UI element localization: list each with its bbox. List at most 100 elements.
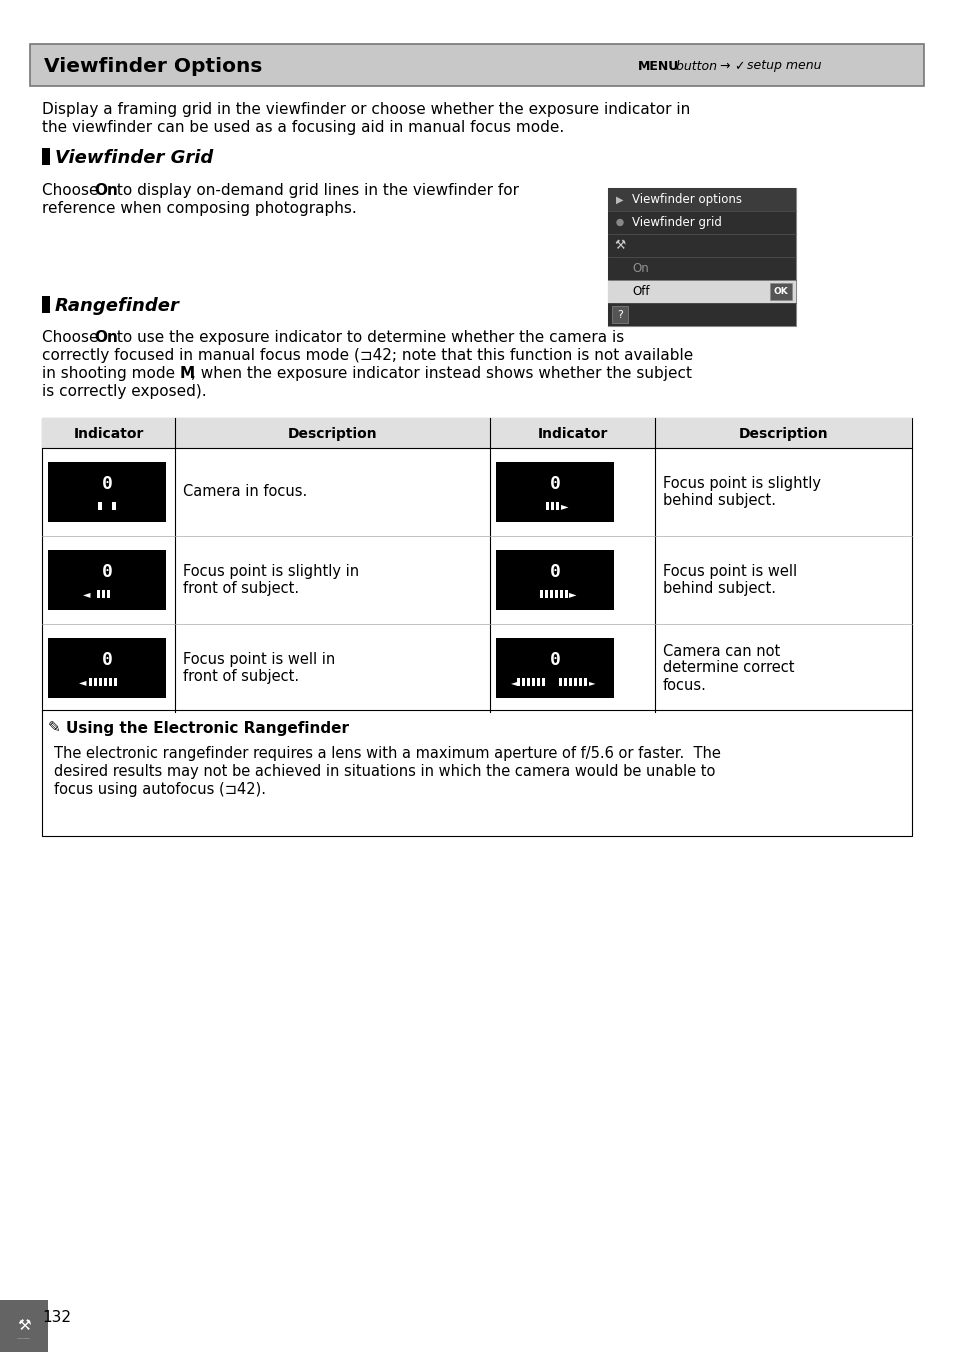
Text: 0: 0 — [101, 650, 112, 669]
Bar — [48, 550, 166, 610]
Bar — [532, 679, 535, 687]
Text: ◄: ◄ — [83, 589, 91, 599]
Bar — [563, 679, 566, 687]
Text: Viewfinder Grid: Viewfinder Grid — [55, 149, 213, 168]
Text: →: → — [716, 59, 730, 73]
Bar — [612, 306, 627, 323]
Text: ——: —— — [17, 1334, 30, 1341]
Bar — [521, 679, 524, 687]
Text: ▶: ▶ — [616, 195, 623, 204]
Bar — [558, 679, 561, 687]
Text: ⚒: ⚒ — [614, 239, 625, 251]
Bar — [545, 503, 548, 511]
Bar — [0, 1301, 48, 1352]
Text: 0: 0 — [101, 475, 112, 492]
Text: Off: Off — [631, 285, 649, 297]
Bar — [578, 679, 581, 687]
Text: On: On — [631, 262, 648, 274]
Text: setup menu: setup menu — [742, 59, 821, 73]
Text: Focus point is slightly: Focus point is slightly — [662, 476, 821, 491]
Text: the viewfinder can be used as a focusing aid in manual focus mode.: the viewfinder can be used as a focusing… — [42, 120, 563, 135]
Text: Description: Description — [288, 427, 377, 441]
Bar — [607, 280, 795, 303]
Text: Indicator: Indicator — [73, 427, 144, 441]
Circle shape — [617, 219, 622, 226]
Text: Viewfinder grid: Viewfinder grid — [631, 216, 721, 228]
Bar — [556, 503, 558, 511]
Bar — [99, 679, 102, 687]
Bar — [42, 296, 50, 314]
Text: ?: ? — [617, 310, 622, 319]
Bar — [97, 591, 100, 599]
Text: behind subject.: behind subject. — [662, 493, 775, 508]
Text: Using the Electronic Rangefinder: Using the Electronic Rangefinder — [66, 721, 349, 735]
Bar — [607, 188, 795, 211]
Bar — [42, 710, 911, 836]
Text: Choose: Choose — [42, 330, 103, 345]
Bar — [607, 234, 795, 257]
Bar — [107, 591, 110, 599]
Bar — [607, 211, 795, 234]
Text: 0: 0 — [549, 475, 559, 492]
Bar — [48, 638, 166, 698]
Text: is correctly exposed).: is correctly exposed). — [42, 384, 207, 399]
Text: 0: 0 — [549, 562, 559, 580]
Bar — [607, 303, 795, 326]
Bar — [113, 679, 117, 687]
Bar — [555, 591, 558, 599]
Bar — [539, 591, 542, 599]
Text: to display on-demand grid lines in the viewfinder for: to display on-demand grid lines in the v… — [112, 183, 518, 197]
Bar — [496, 638, 614, 698]
Bar — [564, 591, 567, 599]
Text: ►: ► — [588, 677, 595, 687]
Text: ⚒: ⚒ — [17, 1318, 30, 1333]
Text: Display a framing grid in the viewfinder or choose whether the exposure indicato: Display a framing grid in the viewfinder… — [42, 101, 690, 118]
Bar — [517, 679, 519, 687]
Bar — [496, 550, 614, 610]
Text: in shooting mode: in shooting mode — [42, 366, 180, 381]
Text: MENU: MENU — [638, 59, 679, 73]
Bar — [537, 679, 539, 687]
Text: desired results may not be achieved in situations in which the camera would be u: desired results may not be achieved in s… — [54, 764, 715, 779]
Text: Indicator: Indicator — [537, 427, 607, 441]
Text: Camera can not: Camera can not — [662, 644, 780, 658]
Text: Viewfinder Options: Viewfinder Options — [44, 57, 262, 76]
Bar — [98, 503, 102, 511]
Bar — [550, 591, 553, 599]
Text: M: M — [180, 366, 195, 381]
Text: Focus point is well: Focus point is well — [662, 564, 797, 579]
Text: Camera in focus.: Camera in focus. — [183, 484, 307, 499]
Bar — [48, 462, 166, 522]
Bar — [30, 45, 923, 87]
Bar — [541, 679, 544, 687]
Text: On: On — [94, 330, 118, 345]
Text: button: button — [671, 59, 717, 73]
Text: front of subject.: front of subject. — [183, 581, 299, 596]
Bar — [94, 679, 97, 687]
Text: Viewfinder options: Viewfinder options — [631, 193, 741, 206]
Text: Description: Description — [738, 427, 827, 441]
Bar — [551, 503, 554, 511]
Text: Choose: Choose — [42, 183, 103, 197]
Bar — [769, 283, 791, 300]
Text: ►: ► — [569, 589, 577, 599]
Text: focus.: focus. — [662, 677, 706, 692]
Text: determine correct: determine correct — [662, 661, 794, 676]
Bar — [89, 679, 91, 687]
Text: to use the exposure indicator to determine whether the camera is: to use the exposure indicator to determi… — [112, 330, 623, 345]
Text: ◄: ◄ — [79, 677, 87, 687]
Bar — [42, 418, 911, 448]
Text: Rangefinder: Rangefinder — [55, 297, 180, 315]
Bar — [496, 462, 614, 522]
Text: behind subject.: behind subject. — [662, 581, 775, 596]
Text: 0: 0 — [101, 562, 112, 580]
Bar — [559, 591, 562, 599]
Text: 0: 0 — [549, 650, 559, 669]
Bar — [526, 679, 530, 687]
Text: front of subject.: front of subject. — [183, 669, 299, 684]
Bar — [568, 679, 572, 687]
Text: Focus point is slightly in: Focus point is slightly in — [183, 564, 358, 579]
Text: correctly focused in manual focus mode (⊐42; note that this function is not avai: correctly focused in manual focus mode (… — [42, 347, 693, 362]
Bar — [112, 503, 116, 511]
Text: ►: ► — [560, 502, 568, 511]
